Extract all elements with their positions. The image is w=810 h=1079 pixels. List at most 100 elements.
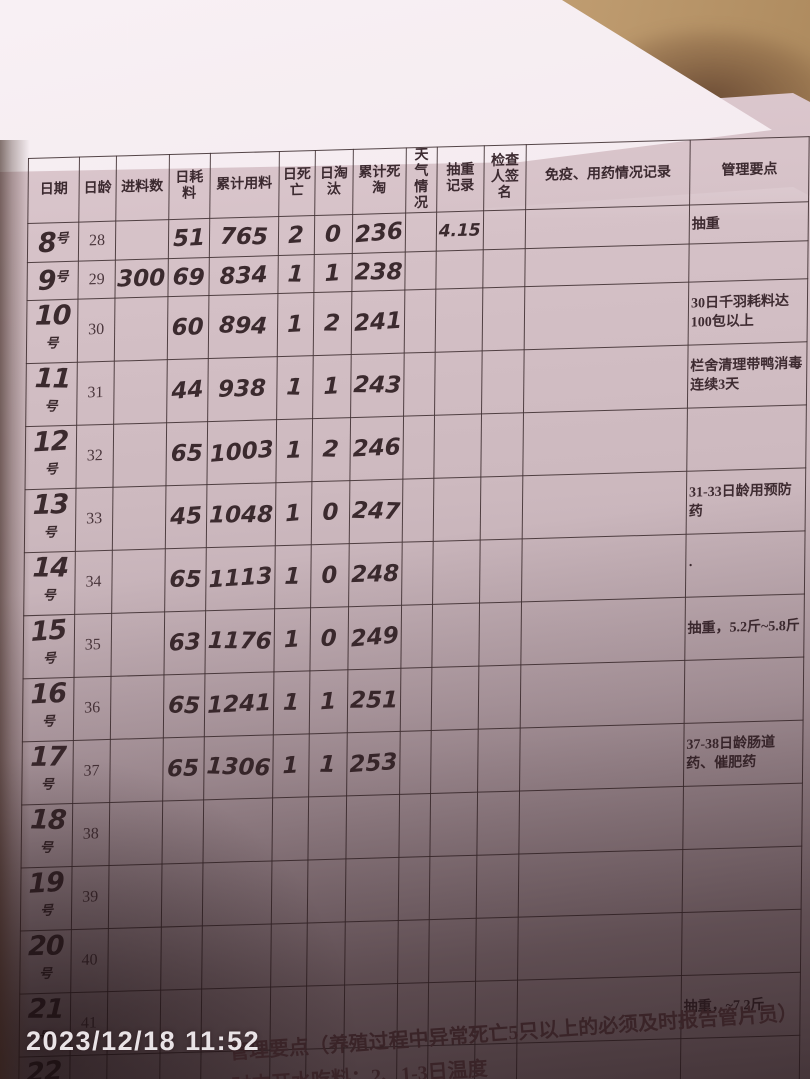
cell-culls: 0 bbox=[314, 214, 353, 255]
column-header: 日耗料 bbox=[168, 153, 211, 220]
column-header: 免疫、用药情况记录 bbox=[525, 140, 691, 210]
cell-culls-value: 1 bbox=[324, 259, 342, 287]
cell-cum_dead: 249 bbox=[347, 605, 402, 671]
cell-daily_feed: 45 bbox=[164, 485, 207, 550]
cell-signature bbox=[477, 665, 521, 730]
cell-note: 栏舍清理带鸭消毒连续3天 bbox=[687, 342, 808, 409]
cell-daily_feed-value: 63 bbox=[168, 629, 201, 657]
column-header: 累计用料 bbox=[209, 151, 280, 219]
cell-note bbox=[681, 909, 802, 976]
cell-medication bbox=[525, 205, 690, 249]
cell-daily_feed-value: 65 bbox=[170, 440, 203, 468]
cell-medication bbox=[520, 597, 686, 666]
cell-note bbox=[686, 405, 807, 472]
cell-cum_feed: 894 bbox=[207, 293, 278, 359]
cell-weather bbox=[398, 793, 431, 858]
cell-cum_dead-value: 248 bbox=[351, 561, 400, 589]
cell-cum_feed: 938 bbox=[207, 357, 277, 422]
cell-daily_feed: 69 bbox=[167, 257, 209, 298]
cell-daily_feed: 65 bbox=[164, 548, 206, 613]
cell-date-value: 20号 bbox=[27, 930, 64, 983]
cell-feed_in bbox=[109, 738, 163, 803]
cell-date: 22号 bbox=[18, 1056, 71, 1079]
cell-age: 29 bbox=[78, 259, 115, 300]
cell-medication bbox=[517, 912, 683, 981]
cell-weather bbox=[397, 919, 430, 984]
cell-feed_in-value: 300 bbox=[117, 264, 166, 293]
cell-daily_feed-value: 51 bbox=[172, 224, 205, 253]
cell-culls bbox=[307, 796, 347, 861]
cell-cum_dead: 236 bbox=[352, 213, 406, 254]
cell-age: 42 bbox=[69, 1055, 107, 1079]
cell-deaths bbox=[271, 797, 309, 862]
cell-date: 15号 bbox=[23, 614, 76, 680]
cell-cum_dead: 246 bbox=[349, 416, 404, 482]
cell-note: 抽重 bbox=[689, 202, 809, 244]
cell-weather bbox=[403, 352, 435, 417]
cell-daily_feed: 44 bbox=[166, 358, 208, 424]
cell-culls: 2 bbox=[311, 417, 351, 483]
cell-signature bbox=[479, 476, 523, 541]
cell-note bbox=[684, 657, 804, 724]
cell-note-value: 栏舍清理带鸭消毒连续3天 bbox=[690, 356, 803, 394]
cell-cum_feed bbox=[201, 924, 271, 990]
cell-daily_feed: 65 bbox=[165, 421, 208, 487]
cell-daily_feed-value: 65 bbox=[166, 692, 201, 720]
cell-cum_dead: 253 bbox=[346, 731, 400, 797]
cell-cum_feed bbox=[202, 798, 273, 864]
cell-age-value: 33 bbox=[86, 510, 103, 528]
cell-age-value: 38 bbox=[82, 825, 99, 844]
cell-deaths: 1 bbox=[276, 355, 314, 421]
cell-culls: 2 bbox=[313, 291, 352, 356]
cell-cum_feed: 1003 bbox=[206, 420, 277, 486]
cell-weight_rec bbox=[432, 540, 480, 605]
cell-weight_rec bbox=[433, 477, 481, 542]
cell-cum_feed-value: 1176 bbox=[206, 628, 273, 656]
cell-weight_rec bbox=[434, 288, 483, 353]
cell-date-value: 16号 bbox=[30, 678, 67, 731]
cell-date: 10号 bbox=[26, 299, 79, 365]
cell-signature bbox=[476, 791, 520, 856]
cell-medication bbox=[519, 723, 685, 792]
cell-cum_feed-value: 765 bbox=[219, 223, 269, 251]
cell-date-value: 8号 bbox=[37, 226, 69, 260]
cell-cum_dead-value: 243 bbox=[352, 372, 402, 399]
cell-deaths-value: 1 bbox=[283, 626, 301, 654]
column-header: 管理要点 bbox=[689, 136, 810, 206]
cell-daily_feed-value: 65 bbox=[166, 755, 200, 783]
cell-date: 18号 bbox=[21, 803, 74, 869]
cell-daily_feed bbox=[161, 800, 204, 865]
cell-daily_feed bbox=[160, 926, 202, 991]
cell-deaths: 1 bbox=[275, 419, 313, 484]
cell-culls: 1 bbox=[309, 670, 348, 735]
cell-daily_feed: 65 bbox=[162, 674, 205, 739]
column-header: 进料数 bbox=[115, 154, 170, 222]
cell-date: 16号 bbox=[22, 677, 75, 743]
cell-culls: 1 bbox=[308, 733, 348, 798]
cell-cum_dead-value: 236 bbox=[354, 218, 404, 249]
cell-feed_in: 300 bbox=[114, 258, 168, 299]
cell-date: 14号 bbox=[23, 551, 76, 617]
cell-signature bbox=[475, 917, 519, 982]
cell-weight_rec bbox=[434, 351, 482, 416]
cell-note bbox=[682, 846, 802, 913]
cell-cum_feed-value: 938 bbox=[217, 375, 267, 404]
cell-culls-value: 0 bbox=[321, 562, 339, 590]
cell-weight_rec bbox=[428, 918, 476, 984]
cell-date-value: 10号 bbox=[34, 300, 71, 352]
column-header: 日期 bbox=[27, 157, 80, 224]
cell-cum_dead-value: 249 bbox=[349, 622, 400, 653]
cell-date-value: 14号 bbox=[31, 552, 69, 604]
cell-feed_in bbox=[110, 612, 165, 677]
cell-cum_feed: 1176 bbox=[204, 609, 275, 675]
cell-age: 39 bbox=[71, 865, 109, 930]
cell-culls-value: 0 bbox=[322, 499, 339, 527]
cell-weight_rec bbox=[429, 792, 478, 857]
cell-age: 40 bbox=[71, 928, 108, 993]
cell-weather bbox=[403, 289, 436, 354]
cell-signature bbox=[479, 539, 523, 604]
cell-feed_in bbox=[114, 219, 169, 260]
cell-deaths-value: 1 bbox=[287, 311, 304, 339]
cell-cum_feed: 1241 bbox=[203, 672, 274, 738]
cell-cum_dead-value: 251 bbox=[349, 687, 399, 715]
